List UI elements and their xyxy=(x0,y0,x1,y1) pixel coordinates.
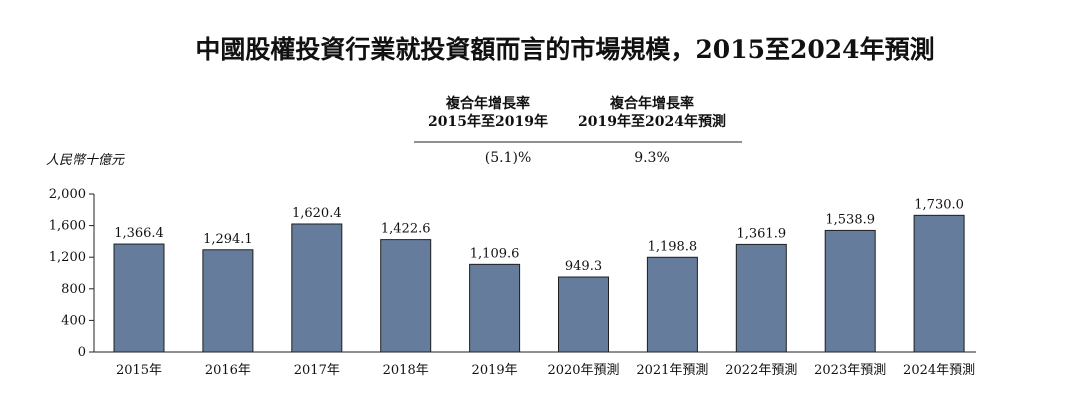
bars-group: 1,366.4 1,294.1 1,620.4 1,422.6 1,109.6 949.3… xyxy=(113,197,965,353)
cagr-col1-line1: 複合年增長率 xyxy=(445,95,530,112)
y-tick-label: 800 xyxy=(61,282,86,297)
bar xyxy=(913,214,965,353)
x-tick-label: 2015年 xyxy=(116,363,162,378)
cagr-col2-value: 9.3% xyxy=(634,150,670,166)
data-label: 1,620.4 xyxy=(292,206,342,221)
data-label: 1,361.9 xyxy=(736,226,786,241)
bar xyxy=(291,223,343,353)
x-tick-label: 2023年預測 xyxy=(814,363,886,378)
x-tick-label: 2020年預測 xyxy=(547,363,619,378)
data-label: 1,198.8 xyxy=(648,239,698,254)
y-tick-label: 400 xyxy=(61,313,86,328)
cagr-col2-line1: 複合年增長率 xyxy=(609,95,694,112)
bar xyxy=(735,243,787,353)
y-tick-label: 1,600 xyxy=(49,219,86,234)
data-label: 949.3 xyxy=(565,259,602,274)
x-tick-label: 2021年預測 xyxy=(636,363,708,378)
cagr-col1-value: (5.1)% xyxy=(485,150,532,166)
bar xyxy=(558,276,609,353)
bar xyxy=(469,263,521,353)
bar xyxy=(113,243,165,353)
cagr-col2-line2: 2019年至2024年預測 xyxy=(578,113,726,130)
x-tick-label: 2017年 xyxy=(294,363,340,378)
x-tick-label: 2024年預測 xyxy=(903,363,975,378)
y-axis-unit-label: 人民幣十億元 xyxy=(46,153,125,168)
data-label: 1,109.6 xyxy=(470,246,520,261)
bar xyxy=(202,249,254,353)
data-label: 1,538.9 xyxy=(825,212,875,227)
y-axis: 0 400 800 1,200 1,600 2,000 xyxy=(49,187,95,360)
x-tick-label: 2022年預測 xyxy=(725,363,797,378)
bar xyxy=(824,229,876,353)
bar xyxy=(646,256,698,353)
chart-title: 中國股權投資行業就投資額而言的市場規模，2015至2024年預測 xyxy=(195,35,934,64)
y-tick-label: 1,200 xyxy=(49,250,86,265)
x-axis: 2015年 2016年 2017年 2018年 2019年 2020年預測 2021年預測 2… xyxy=(94,351,976,378)
bar xyxy=(380,239,432,353)
x-tick-label: 2018年 xyxy=(383,363,429,378)
cagr-col1-line2: 2015年至2019年 xyxy=(428,113,548,130)
y-tick-label: 0 xyxy=(78,345,86,360)
cagr-table: 複合年增長率 2015年至2019年 複合年增長率 2019年至2024年預測 … xyxy=(414,95,742,166)
data-label: 1,730.0 xyxy=(914,197,964,212)
data-label: 1,294.1 xyxy=(203,232,253,247)
x-tick-label: 2016年 xyxy=(205,363,251,378)
y-tick-label: 2,000 xyxy=(49,187,86,202)
data-label: 1,366.4 xyxy=(114,226,164,241)
x-tick-label: 2019年 xyxy=(472,363,518,378)
data-label: 1,422.6 xyxy=(381,222,431,237)
